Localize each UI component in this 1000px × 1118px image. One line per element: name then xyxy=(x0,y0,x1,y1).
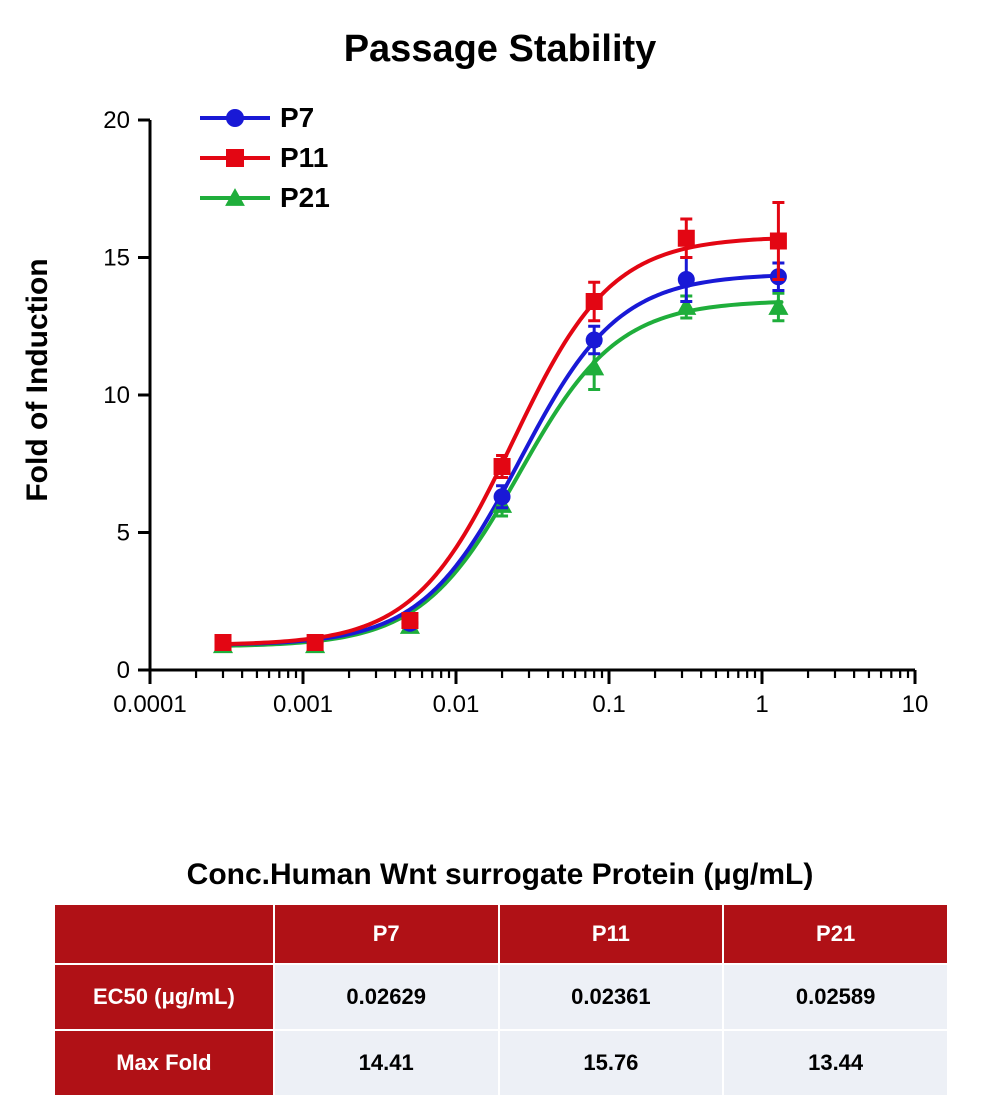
legend-label: P21 xyxy=(280,182,330,214)
x-axis-label: Conc.Human Wnt surrogate Protein (μg/mL) xyxy=(187,858,814,892)
svg-text:0.0001: 0.0001 xyxy=(113,691,186,718)
table-cell: 0.02589 xyxy=(723,964,948,1030)
table-header: P7 xyxy=(274,904,499,964)
table-cell: 14.41 xyxy=(274,1030,499,1096)
legend-label: P11 xyxy=(280,142,328,174)
chart-svg: 0 5 10 15 20 0.0001 0.001 0.01 0.1 1 10 xyxy=(60,100,940,820)
svg-text:0.01: 0.01 xyxy=(433,691,480,718)
legend-item: P21 xyxy=(200,178,330,218)
svg-text:5: 5 xyxy=(117,520,130,547)
table-cell: 0.02361 xyxy=(499,964,724,1030)
table-cell: 0.02629 xyxy=(274,964,499,1030)
table-row-head: EC50 (μg/mL) xyxy=(54,964,274,1030)
legend-item: P11 xyxy=(200,138,330,178)
svg-text:10: 10 xyxy=(103,382,130,409)
table-row-head: Max Fold xyxy=(54,1030,274,1096)
legend-item: P7 xyxy=(200,98,330,138)
data-table: P7P11P21EC50 (μg/mL)0.026290.023610.0258… xyxy=(53,903,949,1097)
y-axis-label: Fold of Induction xyxy=(21,258,55,501)
svg-text:10: 10 xyxy=(902,691,929,718)
table-row: Max Fold14.4115.7613.44 xyxy=(54,1030,948,1096)
table-header: P11 xyxy=(499,904,724,964)
table-cell: 15.76 xyxy=(499,1030,724,1096)
svg-text:0: 0 xyxy=(117,657,130,684)
chart-title: Passage Stability xyxy=(0,28,1000,71)
legend: P7 P11 P21 xyxy=(200,98,330,218)
svg-text:20: 20 xyxy=(103,107,130,134)
table-header: P21 xyxy=(723,904,948,964)
chart-area: 051015200.00010.0010.010.1110 xyxy=(60,100,880,740)
table-cell: 13.44 xyxy=(723,1030,948,1096)
svg-text:1: 1 xyxy=(755,691,768,718)
svg-text:0.1: 0.1 xyxy=(592,691,625,718)
legend-label: P7 xyxy=(280,102,314,134)
table-header xyxy=(54,904,274,964)
svg-text:15: 15 xyxy=(103,245,130,272)
svg-text:0.001: 0.001 xyxy=(273,691,333,718)
table-row: EC50 (μg/mL)0.026290.023610.02589 xyxy=(54,964,948,1030)
